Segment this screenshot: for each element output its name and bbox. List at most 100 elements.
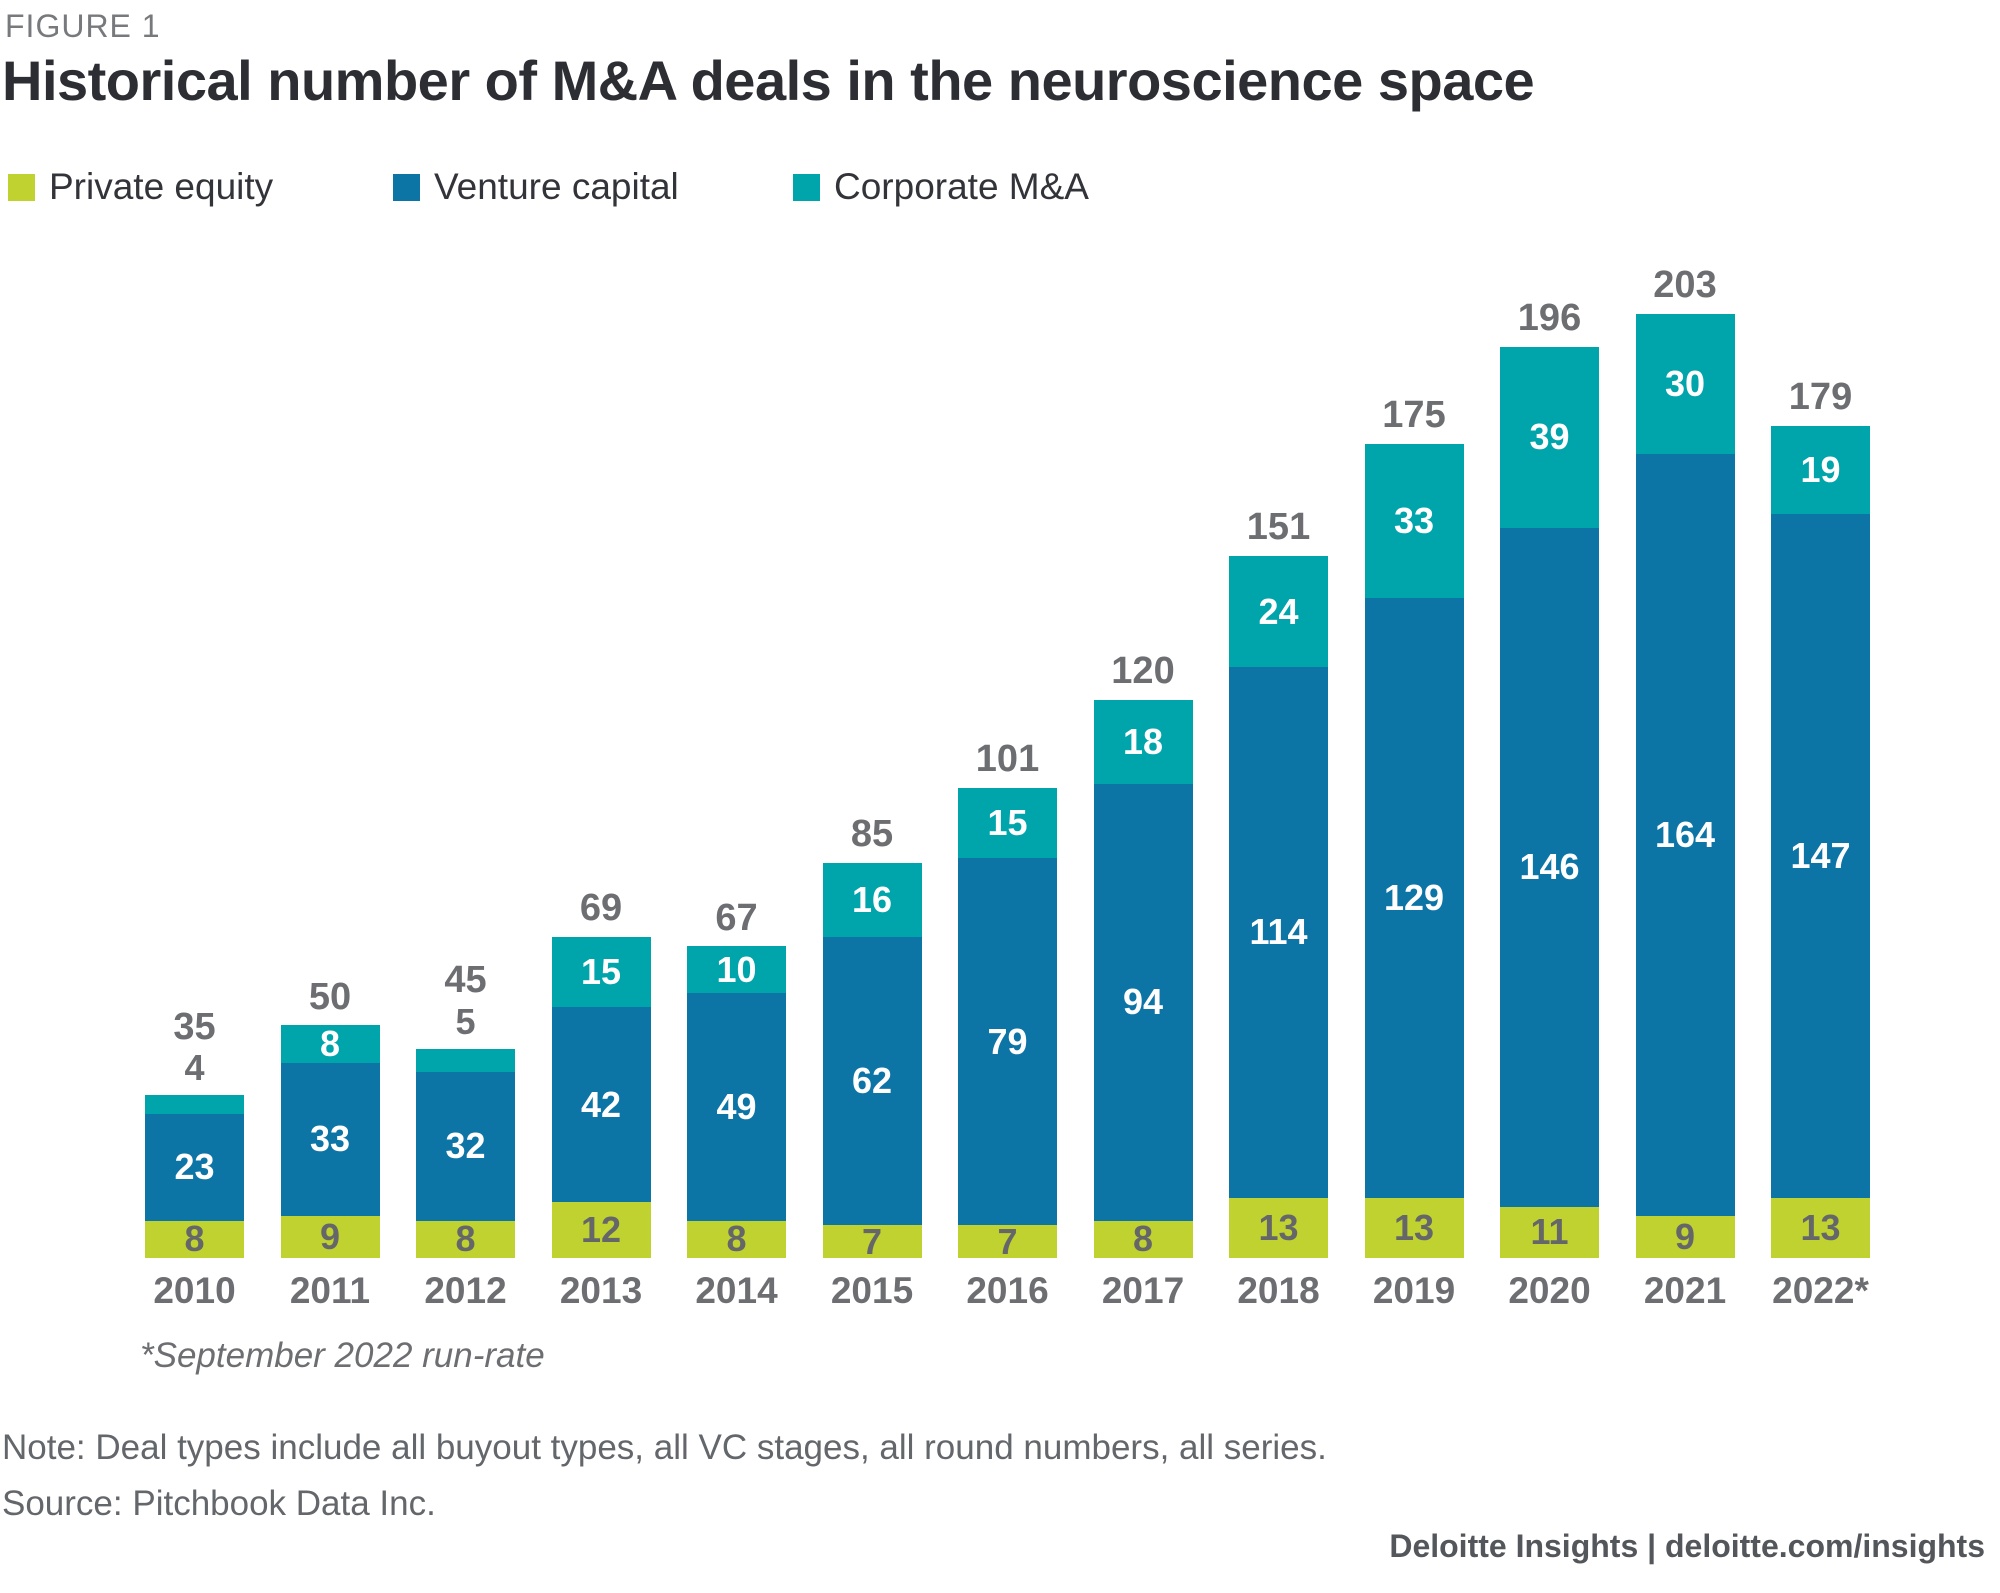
segment-corporate-m-a: 15: [551, 937, 651, 1007]
bar-2019: 175 33 129 13 2019: [1364, 210, 1464, 1311]
segment-value-label: 30: [1664, 362, 1706, 404]
chart-legend: Private equity Venture capital Corporate M…: [8, 166, 1408, 208]
legend-label: Corporate M&A: [834, 166, 1089, 207]
above-bar-labels: 50: [281, 975, 380, 1018]
segment-corporate-m-a: 24: [1229, 555, 1328, 668]
segment-corporate-m-a: 15: [958, 788, 1057, 859]
bar-2020: 196 39 146 11 2020: [1500, 210, 1599, 1311]
segment-value-label: 15: [580, 951, 622, 992]
segment-value-label: 8: [1132, 1218, 1154, 1260]
segment-venture-capital: 114: [1229, 667, 1328, 1198]
segment-value-label: 19: [1800, 448, 1841, 490]
above-bar-labels: 151: [1229, 507, 1328, 548]
segment-corporate-m-a: 10: [687, 946, 786, 993]
year-label: 2014: [695, 1270, 778, 1311]
segment-value-outside-label: 4: [184, 1047, 205, 1089]
bar-total-label: 45: [444, 959, 487, 1002]
bar-total-label: 196: [1517, 296, 1582, 339]
segment-venture-capital: 129: [1364, 597, 1464, 1198]
segment-value-label: 164: [1654, 813, 1716, 855]
legend-label: Private equity: [49, 166, 274, 207]
bar-total-label: 175: [1382, 394, 1446, 437]
year-label: 2012: [424, 1270, 507, 1311]
segment-value-label: 9: [319, 1216, 341, 1258]
segment-value-label: 146: [1519, 846, 1580, 888]
segment-private-equity: 13: [1771, 1197, 1870, 1258]
bar-2010: 35 4 23 8 2010: [145, 210, 244, 1311]
chart-source: Source: Pitchbook Data Inc.: [2, 1484, 436, 1523]
bar-2021: 203 30 164 9 2021: [1635, 210, 1735, 1311]
segment-value-label: 24: [1258, 590, 1299, 632]
segment-venture-capital: 164: [1635, 453, 1735, 1217]
year-label: 2021: [1643, 1270, 1727, 1311]
chart-note: Note: Deal types include all buyout type…: [2, 1428, 1327, 1467]
segment-value-label: 42: [580, 1083, 622, 1125]
bar-total-label: 85: [850, 812, 894, 855]
segment-value-label: 15: [987, 802, 1028, 844]
chart-footnote: *September 2022 run-rate: [140, 1336, 545, 1375]
bar-total-label: 101: [975, 738, 1040, 781]
segment-private-equity: 8: [416, 1220, 515, 1258]
above-bar-labels: 203: [1636, 264, 1735, 307]
segment-corporate-m-a: 33: [1364, 444, 1464, 598]
page-title: Historical number of M&A deals in the ne…: [2, 49, 1535, 112]
segment-venture-capital: 94: [1093, 783, 1193, 1221]
bar-total-label: 69: [579, 887, 623, 930]
above-bar-labels: 45 5: [416, 959, 515, 1041]
legend-item-private-equity: Private equity: [8, 166, 273, 208]
segment-value-label: 12: [580, 1209, 622, 1251]
segment-value-label: 94: [1122, 981, 1164, 1023]
segment-private-equity: 8: [145, 1218, 244, 1260]
legend-swatch-icon: [793, 173, 820, 201]
segment-value-label: 33: [1393, 499, 1435, 541]
segment-venture-capital: 42: [551, 1006, 651, 1203]
segment-value-label: 13: [1393, 1206, 1435, 1248]
above-bar-labels: 85: [823, 812, 922, 855]
segment-value-label: 39: [1529, 416, 1570, 458]
year-label: 2013: [559, 1270, 643, 1311]
segment-venture-capital: 146: [1500, 527, 1599, 1207]
bar-total-label: 203: [1653, 264, 1717, 307]
segment-venture-capital: 79: [958, 858, 1057, 1226]
segment-private-equity: 7: [958, 1223, 1057, 1259]
year-label: 2017: [1101, 1270, 1185, 1311]
stacked-bar-chart: 35 4 23 8 2010 50 8 33 9 2011 45 5 32 8 2012 69 15 42 12 20…: [0, 210, 2000, 1311]
segment-value-label: 33: [309, 1118, 351, 1160]
above-bar-labels: 196: [1500, 296, 1599, 339]
segment-value-label: 9: [1674, 1216, 1696, 1258]
segment-private-equity: 8: [687, 1220, 786, 1258]
bar-2017: 120 18 94 8 2017: [1093, 210, 1193, 1311]
bar-2014: 67 10 49 8 2014: [687, 210, 786, 1311]
legend-swatch-icon: [8, 173, 35, 201]
segment-value-label: 62: [851, 1060, 893, 1102]
bar-total-label: 179: [1788, 375, 1853, 418]
segment-corporate-m-a: [145, 1095, 244, 1114]
above-bar-labels: 35 4: [145, 1007, 244, 1089]
legend-item-corporate-m-a: Corporate M&A: [793, 166, 1089, 208]
segment-private-equity: 9: [1635, 1216, 1735, 1258]
bar-2012: 45 5 32 8 2012: [416, 210, 515, 1311]
bar-total-label: 67: [715, 896, 758, 939]
segment-corporate-m-a: 16: [822, 862, 922, 938]
segment-value-label: 147: [1790, 834, 1851, 876]
year-label: 2015: [830, 1270, 914, 1311]
bar-total-label: 50: [308, 975, 352, 1018]
segment-value-label: 8: [184, 1218, 205, 1260]
bar-2015: 85 16 62 7 2015: [822, 210, 922, 1311]
segment-value-label: 114: [1249, 911, 1308, 953]
segment-value-label: 49: [716, 1085, 757, 1127]
segment-private-equity: 12: [551, 1202, 651, 1258]
bar-2022: 179 19 147 13 2022*: [1771, 210, 1870, 1311]
segment-corporate-m-a: [416, 1048, 515, 1073]
above-bar-labels: 175: [1365, 394, 1464, 437]
above-bar-labels: 120: [1094, 651, 1193, 692]
segment-value-label: 11: [1530, 1211, 1569, 1253]
above-bar-labels: 67: [687, 896, 786, 939]
bar-2018: 151 24 114 13 2018: [1229, 210, 1328, 1311]
segment-private-equity: 11: [1500, 1206, 1599, 1258]
above-bar-labels: 101: [958, 738, 1057, 781]
year-label: 2018: [1237, 1270, 1320, 1311]
segment-value-label: 18: [1122, 720, 1164, 762]
year-label: 2020: [1508, 1270, 1591, 1311]
